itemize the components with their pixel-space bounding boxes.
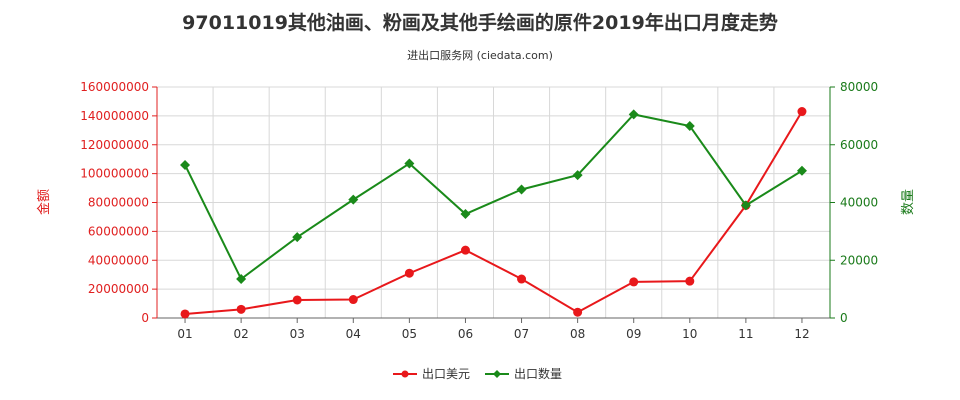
series-1-point [629,277,639,287]
series-1-point [685,276,695,286]
y-right-tick-label: 60000 [840,138,878,152]
legend-swatch-marker [401,370,409,378]
legend-swatch-marker [493,370,501,378]
series-2-point [460,209,471,220]
series-2-point [236,274,247,285]
series-2-point [292,232,303,243]
series-1-point [236,304,246,314]
series-2-point [572,170,583,181]
y-right-tick-label: 40000 [840,196,878,210]
y-left-tick-label: 140000000 [80,109,149,123]
x-tick-label: 03 [290,327,305,341]
series-1-point [517,274,527,284]
y-left-axis-title: 金额 [36,189,52,215]
series-2-point [516,184,527,195]
y-left-tick-label: 120000000 [80,138,149,152]
series-2-point [796,165,807,176]
x-tick-label: 02 [233,327,248,341]
y-left-tick-label: 40000000 [88,253,149,267]
y-right-tick-label: 20000 [840,253,878,267]
series-2-point [180,159,191,170]
series-2-point [684,120,695,131]
series-2-point [348,194,359,205]
series-2-point [404,158,415,169]
series-1-point [348,295,358,305]
chart-subtitle: 进出口服务网 (ciedata.com) [407,49,553,62]
y-left-tick-label: 160000000 [80,80,149,94]
y-left-tick-label: 80000000 [88,196,149,210]
series-layer [180,107,807,319]
x-tick-label: 09 [626,327,641,341]
series-1-point [460,245,470,255]
x-tick-label: 01 [177,327,192,341]
chart-title: 97011019其他油画、粉画及其他手绘画的原件2019年出口月度走势 [182,12,778,34]
y-right-tick-label: 0 [840,311,848,325]
y-left-tick-label: 20000000 [88,282,149,296]
series-2-point [628,109,639,120]
y-left-tick-label: 60000000 [88,224,149,238]
legend-label: 出口美元 [422,367,470,381]
series-1-point [573,307,583,317]
x-tick-label: 12 [794,327,809,341]
y-left-tick-label: 0 [141,311,149,325]
series-2-point [740,200,751,211]
x-tick-label: 04 [346,327,361,341]
x-tick-label: 06 [458,327,473,341]
legend[interactable]: 出口美元 出口数量 [393,366,562,381]
y-right-tick-label: 80000 [840,80,878,94]
series-line-2 [184,113,803,281]
x-tick-label: 08 [570,327,585,341]
axes: 0 20000000 40000000 60000000 80000000 1000000… [36,80,916,341]
y-right-axis-title: 数量 [901,189,916,215]
x-tick-label: 07 [514,327,529,341]
series-line-1 [184,111,803,315]
y-left-tick-label: 100000000 [80,167,149,181]
x-tick-label: 05 [402,327,417,341]
legend-label: 出口数量 [514,366,562,381]
series-1-point [180,309,190,319]
series-1-point [292,295,302,305]
series-1-point [797,107,807,117]
x-tick-label: 11 [738,327,753,341]
series-1-point [404,268,414,278]
x-tick-label: 10 [682,327,697,341]
